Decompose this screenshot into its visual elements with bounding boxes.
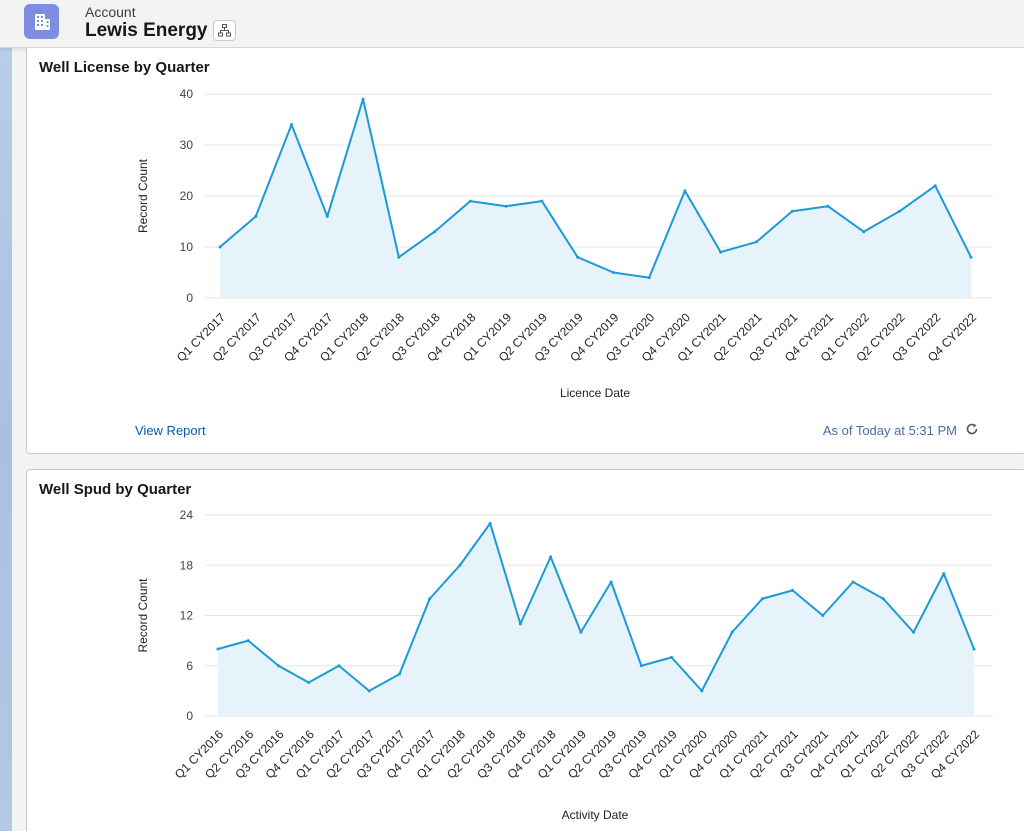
data-point bbox=[933, 184, 937, 188]
data-point bbox=[881, 597, 885, 601]
series-area bbox=[218, 523, 974, 716]
data-point bbox=[700, 689, 704, 693]
x-axis-title: Activity Date bbox=[562, 808, 629, 822]
y-tick-label: 0 bbox=[186, 291, 193, 305]
data-point bbox=[433, 230, 437, 234]
y-tick-label: 12 bbox=[180, 609, 194, 623]
data-point bbox=[760, 597, 764, 601]
data-point bbox=[826, 204, 830, 208]
well-license-card: Well License by Quarter 0 10 20 30 40 Q1 CY20… bbox=[26, 48, 1024, 454]
y-tick-label: 40 bbox=[180, 87, 194, 101]
data-point bbox=[791, 588, 795, 592]
data-point bbox=[518, 622, 522, 626]
y-tick-label: 0 bbox=[186, 709, 193, 723]
data-point bbox=[942, 572, 946, 576]
data-point bbox=[579, 630, 583, 634]
data-point bbox=[972, 647, 976, 651]
data-point bbox=[670, 655, 674, 659]
data-point bbox=[307, 681, 311, 684]
series-area bbox=[220, 99, 971, 298]
y-tick-label: 24 bbox=[180, 508, 194, 522]
as-of-timestamp: As of Today at 5:31 PM bbox=[822, 423, 957, 438]
data-point bbox=[851, 580, 855, 584]
data-point bbox=[325, 214, 329, 218]
well-spud-card: Well Spud by Quarter 0 6 12 18 24 Q1 CY2016 Q2… bbox=[26, 469, 1024, 831]
y-axis-title: Record Count bbox=[136, 578, 150, 653]
data-point bbox=[790, 209, 794, 213]
y-tick-label: 18 bbox=[180, 558, 194, 572]
y-tick-label: 30 bbox=[180, 138, 194, 152]
background-stripe bbox=[0, 48, 12, 831]
data-point bbox=[969, 255, 973, 259]
data-point bbox=[639, 664, 643, 668]
y-axis-title: Record Count bbox=[136, 158, 150, 233]
data-point bbox=[576, 255, 580, 259]
series-line bbox=[219, 98, 972, 279]
data-point bbox=[290, 123, 294, 127]
building-icon bbox=[24, 4, 59, 39]
data-point bbox=[611, 271, 615, 274]
data-point bbox=[254, 214, 258, 218]
data-point bbox=[647, 276, 651, 280]
data-point bbox=[361, 97, 365, 101]
data-point bbox=[549, 555, 553, 559]
data-point bbox=[397, 672, 401, 676]
record-header: Account Lewis Energy bbox=[0, 0, 1024, 48]
data-point bbox=[488, 521, 492, 525]
data-point bbox=[458, 563, 462, 567]
y-tick-label: 10 bbox=[180, 240, 194, 254]
data-point bbox=[276, 664, 280, 668]
data-point bbox=[862, 230, 866, 234]
hierarchy-icon bbox=[218, 24, 231, 37]
data-point bbox=[468, 199, 472, 203]
data-point bbox=[428, 597, 432, 601]
refresh-icon[interactable] bbox=[963, 420, 981, 438]
series-line bbox=[217, 522, 975, 692]
data-point bbox=[730, 630, 734, 634]
data-point bbox=[821, 614, 825, 617]
data-point bbox=[216, 647, 220, 651]
y-tick-label: 6 bbox=[186, 659, 193, 673]
data-point bbox=[719, 250, 723, 254]
data-point bbox=[337, 664, 341, 668]
data-point bbox=[504, 204, 508, 208]
card-title: Well Spud by Quarter bbox=[39, 481, 192, 498]
view-report-link[interactable]: View Report bbox=[135, 423, 206, 438]
data-point bbox=[912, 630, 916, 634]
data-point bbox=[754, 240, 758, 244]
record-name: Lewis Energy bbox=[85, 20, 208, 41]
card-title: Well License by Quarter bbox=[39, 59, 210, 76]
object-type-label: Account bbox=[85, 4, 136, 20]
y-tick-label: 20 bbox=[180, 189, 194, 203]
x-axis-title: Licence Date bbox=[560, 386, 630, 400]
data-point bbox=[397, 255, 401, 259]
data-point bbox=[218, 245, 222, 249]
data-point bbox=[897, 209, 901, 213]
data-point bbox=[540, 199, 544, 203]
hierarchy-button[interactable] bbox=[213, 20, 236, 41]
data-point bbox=[367, 689, 371, 693]
data-point bbox=[609, 580, 613, 584]
data-point bbox=[683, 189, 687, 193]
data-point bbox=[246, 639, 250, 643]
